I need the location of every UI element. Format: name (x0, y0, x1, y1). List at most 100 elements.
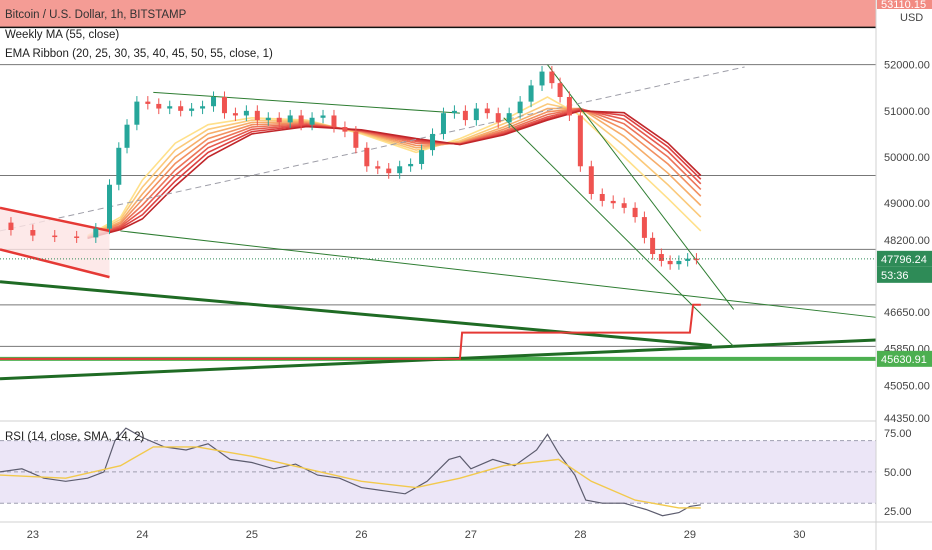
candle-body (658, 254, 664, 261)
ema-line (87, 107, 702, 238)
candle-body (685, 258, 691, 261)
last-price-badge: 47796.24 (881, 254, 927, 266)
top-level-badge-bg (877, 0, 932, 9)
candle-body (30, 230, 36, 236)
x-tick-label: 23 (27, 529, 39, 541)
rsi-line (0, 427, 701, 517)
candle-body (167, 106, 173, 109)
currency-label: USD (900, 12, 923, 24)
indicator-rsi: RSI (14, close, SMA, 14, 2) (5, 431, 145, 443)
y-tick-label: 51000.00 (884, 106, 930, 118)
candle-body (676, 260, 682, 265)
y-tick-label: 45050.00 (884, 381, 930, 393)
trend-line (0, 66, 745, 232)
ema-line (87, 108, 702, 239)
x-tick-label: 30 (793, 529, 805, 541)
candle-body (211, 96, 217, 107)
candle-body (621, 203, 627, 208)
weekly-ma-line (0, 303, 701, 360)
y-tick-label: 48200.00 (884, 235, 930, 247)
candle-body (232, 113, 238, 116)
ema-line (87, 109, 702, 239)
ema-ribbon (87, 96, 702, 240)
indicator-ema-ribbon: EMA Ribbon (20, 25, 30, 35, 40, 45, 50, … (5, 48, 273, 60)
candle-body (566, 96, 572, 116)
rsi-pane (0, 427, 876, 517)
candle-body (650, 237, 656, 255)
candle-body (451, 110, 457, 114)
candle-body (506, 113, 512, 123)
candle-body (599, 193, 605, 201)
indicator-weekly-ma: Weekly MA (55, close) (5, 29, 120, 41)
rsi-tick-label: 25.00 (884, 506, 912, 518)
candle-body (243, 110, 249, 116)
candle-body (577, 115, 583, 167)
candle-body (375, 166, 381, 169)
rsi-tick-label: 50.00 (884, 467, 912, 479)
candle-body (287, 115, 293, 123)
candle-body (386, 168, 392, 174)
candle-body (539, 71, 545, 86)
candle-body (145, 101, 151, 104)
trend-line (547, 64, 735, 310)
candle-body (74, 236, 80, 238)
trend-line (503, 117, 735, 347)
y-tick-label: 49000.00 (884, 198, 930, 210)
ema-line (87, 110, 702, 240)
ema-line (87, 107, 702, 239)
candle-body (178, 106, 184, 111)
last-price-badge-bg (877, 250, 932, 267)
candle-body (200, 106, 206, 109)
candle-body (298, 115, 304, 125)
candle-body (116, 147, 122, 185)
x-tick-label: 28 (574, 529, 586, 541)
candle-body (342, 127, 348, 132)
ema-line (87, 107, 702, 239)
x-tick-label: 26 (355, 529, 367, 541)
weekly-ma-badge: 45630.91 (881, 354, 927, 366)
chart-title: Bitcoin / U.S. Dollar, 1h, BITSTAMP (5, 9, 187, 21)
candle-body (8, 222, 14, 231)
candle-body (419, 150, 425, 164)
candle-body (588, 166, 594, 194)
candle-body (440, 113, 446, 134)
candle-body (693, 258, 699, 261)
candles (0, 66, 876, 270)
top-level-badge: 53110.15 (881, 0, 926, 11)
candle-body (484, 108, 490, 114)
candle-body (408, 163, 414, 167)
rsi-sma-line (0, 446, 701, 509)
x-tick-label: 29 (684, 529, 696, 541)
candle-body (254, 110, 260, 121)
red-channel-fill (0, 207, 110, 278)
candle-body (320, 115, 326, 118)
candle-body (641, 217, 647, 238)
y-tick-label: 46650.00 (884, 307, 930, 319)
resistance-band (0, 0, 876, 29)
candle-body (189, 108, 195, 111)
trend-line (0, 280, 712, 347)
red-channel (0, 206, 110, 279)
candle-body (430, 133, 436, 151)
candle-body (517, 101, 523, 114)
candle-body (265, 117, 271, 121)
candle-body (156, 103, 162, 109)
countdown-badge: 53:36 (881, 270, 909, 282)
candle-body (93, 228, 99, 238)
y-tick-label: 50000.00 (884, 152, 930, 164)
candle-body (107, 184, 112, 229)
candle-body (309, 117, 315, 125)
candle-body (667, 260, 673, 265)
trend-line (153, 91, 460, 114)
candle-body (557, 83, 563, 97)
trend-line (120, 230, 877, 318)
weekly-ma-step (0, 303, 701, 360)
y-tick-label: 44350.00 (884, 413, 930, 425)
candle-body (276, 117, 282, 123)
candle-body (495, 113, 501, 123)
candle-body (364, 147, 370, 167)
candle-body (462, 110, 468, 121)
candle-body (134, 101, 140, 125)
countdown-badge-bg (877, 266, 932, 283)
